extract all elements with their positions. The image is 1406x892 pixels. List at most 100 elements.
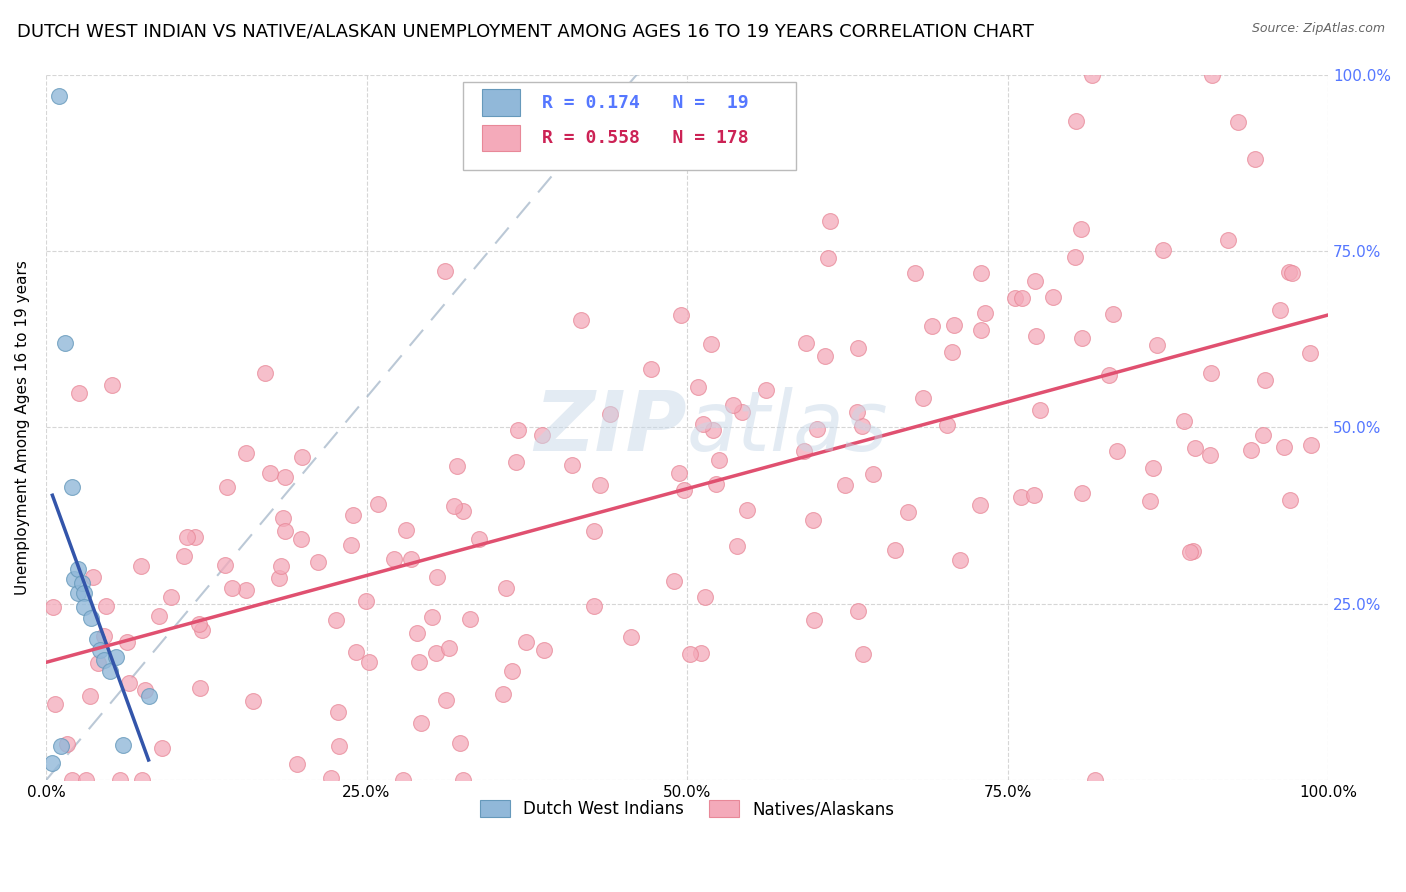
Point [806, 422, 828, 436]
Point [834, 477, 856, 491]
Point [735, 503, 758, 517]
Point [73, 586, 96, 600]
Point [138, 689, 160, 703]
Point [941, 345, 963, 359]
Point [60, 480, 83, 494]
Text: ZIP: ZIP [534, 387, 688, 468]
FancyBboxPatch shape [482, 125, 520, 152]
Point [392, 773, 415, 788]
Point [1070, 221, 1092, 235]
Point [420, 610, 443, 624]
Point [271, 511, 294, 525]
FancyBboxPatch shape [463, 81, 796, 169]
Point [148, 609, 170, 624]
Point [970, 323, 993, 337]
Point [1071, 331, 1094, 345]
Point [530, 427, 553, 442]
Point [242, 693, 264, 707]
Point [82, 570, 104, 584]
Point [721, 398, 744, 412]
Point [235, 583, 257, 598]
Point [89, 642, 111, 657]
Point [1180, 545, 1202, 559]
Point [425, 647, 447, 661]
Point [640, 362, 662, 376]
Point [1004, 291, 1026, 305]
Point [214, 558, 236, 572]
Point [803, 613, 825, 627]
Point [53, 335, 76, 350]
Point [921, 318, 943, 333]
Point [1268, 302, 1291, 317]
Point [307, 555, 329, 569]
Point [669, 308, 692, 322]
Point [1066, 114, 1088, 128]
Point [1152, 244, 1174, 258]
Point [60, 773, 83, 788]
Point [686, 379, 709, 393]
Point [1251, 428, 1274, 442]
Point [259, 467, 281, 481]
Point [851, 419, 873, 434]
Point [820, 214, 842, 228]
Point [1011, 291, 1033, 305]
Point [1025, 329, 1047, 343]
Point [98, 664, 121, 678]
Point [468, 532, 491, 546]
Point [1201, 68, 1223, 82]
Point [668, 466, 690, 480]
Point [290, 532, 312, 546]
Point [433, 263, 456, 277]
Point [173, 549, 195, 563]
Point [561, 458, 583, 473]
Point [150, 740, 173, 755]
Point [66, 561, 89, 575]
Text: R = 0.174   N =  19: R = 0.174 N = 19 [543, 94, 749, 112]
Point [42, 600, 65, 615]
Point [70, 575, 93, 590]
Point [689, 646, 711, 660]
Point [506, 423, 529, 437]
Point [176, 530, 198, 544]
Point [408, 656, 430, 670]
Point [443, 499, 465, 513]
Point [399, 552, 422, 566]
Point [1239, 443, 1261, 458]
Point [569, 312, 592, 326]
Point [105, 649, 128, 664]
Point [56, 737, 79, 751]
Point [1102, 307, 1125, 321]
Point [1278, 265, 1301, 279]
Point [79, 689, 101, 703]
Point [339, 538, 361, 552]
Point [969, 499, 991, 513]
Point [1084, 773, 1107, 788]
Point [344, 645, 367, 659]
Point [328, 705, 350, 719]
Point [221, 581, 243, 595]
Point [793, 444, 815, 458]
Point [395, 523, 418, 537]
Point [1278, 492, 1301, 507]
Point [672, 483, 695, 497]
Point [446, 459, 468, 474]
Point [93, 630, 115, 644]
Point [969, 266, 991, 280]
Point [111, 738, 134, 752]
Point [66, 586, 89, 600]
Point [912, 391, 935, 405]
Point [1042, 290, 1064, 304]
Point [451, 773, 474, 788]
Point [1272, 440, 1295, 454]
Point [582, 524, 605, 539]
Text: atlas: atlas [688, 387, 889, 468]
Text: R = 0.558   N = 178: R = 0.558 N = 178 [543, 129, 749, 147]
Point [328, 739, 350, 754]
Point [87, 656, 110, 670]
Point [425, 570, 447, 584]
Point [1281, 266, 1303, 280]
Point [86, 632, 108, 647]
Point [794, 336, 817, 351]
Point [110, 773, 132, 788]
Point [501, 664, 523, 678]
